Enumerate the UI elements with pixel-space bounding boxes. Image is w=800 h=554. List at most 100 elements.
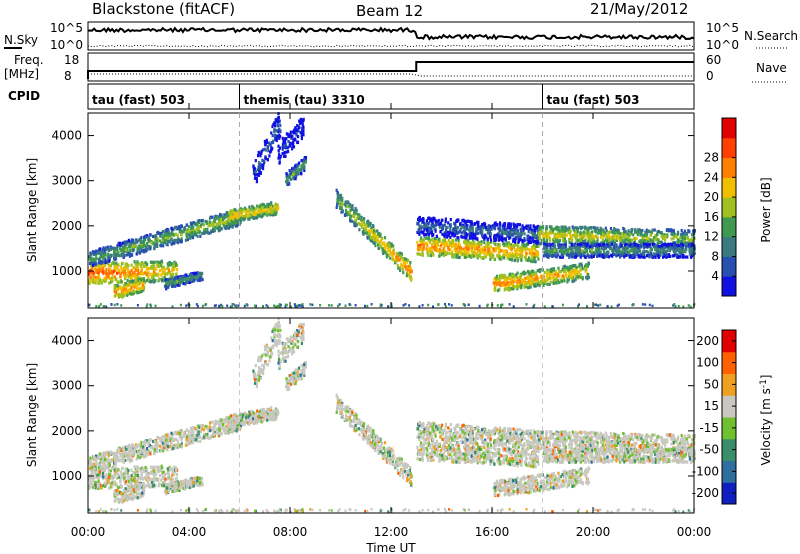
power-cell: [539, 268, 542, 272]
power-cell: [607, 230, 610, 234]
power-cell: [646, 240, 649, 245]
power-cell: [632, 255, 635, 259]
power-cell: [507, 284, 510, 288]
power-cell: [392, 244, 395, 248]
power-cell: [514, 238, 517, 242]
power-cell: [229, 214, 232, 218]
power-cell: [341, 196, 344, 200]
power-cell: [617, 253, 620, 257]
power-cell: [213, 225, 216, 229]
power-cell: [186, 230, 189, 234]
power-cell: [221, 218, 225, 222]
power-cell: [588, 235, 591, 239]
power-cell: [538, 284, 541, 288]
power-cell: [478, 244, 481, 248]
power-cell: [257, 151, 260, 155]
power-cell: [497, 276, 500, 280]
power-cell: [223, 213, 226, 217]
power-cell: [520, 251, 524, 255]
power-cell: [196, 219, 199, 223]
power-cell: [642, 244, 645, 248]
power-cell: [460, 249, 463, 253]
power-cell: [496, 253, 500, 258]
power-cell: [484, 233, 487, 237]
power-cell: [471, 246, 474, 250]
power-cell: [149, 272, 152, 276]
power-cell: [605, 246, 608, 250]
power-cell: [140, 269, 143, 273]
power-cell: [474, 245, 477, 249]
power-cell: [408, 270, 411, 274]
power-cell: [659, 231, 662, 235]
power-cell: [145, 279, 148, 283]
power-cell: [150, 241, 153, 245]
power-cell: [463, 240, 466, 244]
power-cell: [467, 239, 470, 243]
power-cell: [530, 269, 534, 273]
power-cell: [687, 229, 690, 233]
power-cell: [171, 241, 175, 246]
power-cell: [690, 251, 693, 255]
power-cell: [173, 267, 176, 271]
power-cell: [121, 292, 124, 296]
power-cell: [591, 245, 594, 249]
power-cell: [340, 199, 343, 203]
power-cell: [499, 281, 502, 285]
power-cell: [201, 222, 204, 226]
power-cell: [647, 253, 650, 257]
power-cell: [262, 159, 266, 163]
power-cell: [481, 230, 484, 234]
power-cell: [100, 250, 103, 254]
power-cell: [471, 254, 474, 258]
power-cell: [289, 173, 292, 177]
power-cell: [137, 262, 140, 266]
power-cell: [564, 268, 567, 272]
power-cell: [291, 147, 294, 151]
power-cell: [516, 224, 519, 228]
power-cell: [445, 230, 448, 234]
power-cell: [512, 274, 515, 278]
power-cell: [94, 275, 97, 279]
power-cell: [377, 243, 380, 247]
power-cell: [546, 282, 549, 286]
power-cell: [427, 233, 430, 237]
power-cell: [134, 277, 137, 281]
power-cell: [190, 226, 193, 230]
power-cell: [120, 287, 123, 291]
power-cell: [114, 265, 117, 269]
power-cell: [573, 268, 576, 272]
power-cell: [456, 226, 460, 230]
power-cell: [144, 260, 147, 265]
power-cell: [260, 151, 263, 155]
power-cell: [537, 227, 541, 231]
power-cell: [175, 276, 178, 280]
power-cell: [407, 265, 410, 269]
power-cell: [545, 235, 548, 239]
power-cell: [606, 241, 609, 245]
power-cell: [153, 264, 156, 268]
power-cell: [131, 279, 135, 283]
power-cell: [616, 236, 620, 240]
power-cell: [690, 238, 693, 242]
power-cell: [416, 230, 419, 234]
power-cell: [193, 271, 196, 275]
power-cell: [518, 285, 521, 289]
power-cell: [499, 275, 502, 279]
power-cell: [616, 228, 619, 232]
power-cell: [102, 246, 105, 250]
power-cell: [88, 272, 91, 276]
power-cell: [508, 236, 511, 240]
power-cell: [661, 248, 664, 252]
power-cell: [569, 265, 572, 269]
power-cell: [579, 255, 582, 259]
power-cell: [558, 238, 561, 243]
power-cell: [497, 226, 500, 231]
power-cell: [648, 255, 651, 259]
power-cell: [513, 245, 516, 249]
power-cell: [368, 231, 371, 235]
cpid-segment-label: themis (tau) 3310: [244, 93, 365, 107]
power-cell: [568, 226, 571, 230]
power-cell: [369, 236, 372, 240]
power-cell: [357, 216, 360, 220]
power-cell: [178, 227, 181, 231]
